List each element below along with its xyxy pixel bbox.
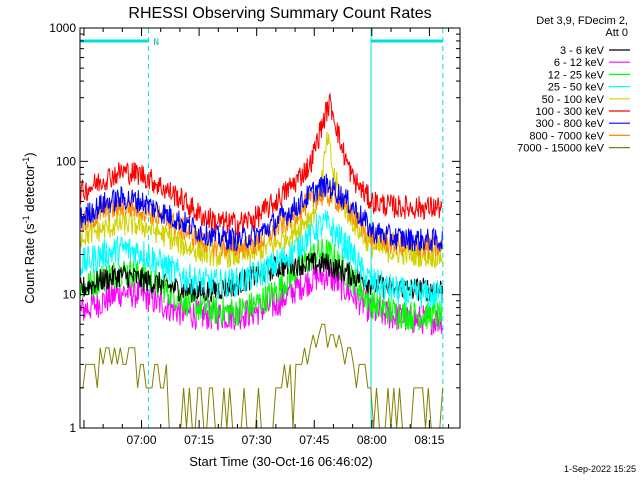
x-tick-label: 08:15: [414, 433, 444, 447]
y-axis-label: Count Rate (s-1 detector-1): [21, 152, 37, 303]
legend-label: 100 - 300 keV: [536, 106, 605, 118]
legend-label: 50 - 100 keV: [542, 94, 605, 106]
series-line-25-50-kev: [79, 210, 443, 310]
legend-label: 7000 - 15000 keV: [517, 143, 605, 155]
legend-header-line-1: Det 3,9, FDecim 2,: [536, 15, 628, 27]
y-axis-label-main: Count Rate (s: [22, 223, 37, 304]
series-line-300-800-kev: [79, 173, 443, 252]
timestamp: 1-Sep-2022 15:25: [564, 464, 636, 474]
plot-border: [79, 27, 461, 429]
series-lines: [79, 92, 444, 429]
legend-label: 25 - 50 keV: [548, 82, 605, 94]
x-tick-label: 07:30: [242, 433, 272, 447]
x-tick-label: 08:00: [357, 433, 387, 447]
x-axis-label: Start Time (30-Oct-16 06:46:02): [189, 454, 373, 469]
legend-label: 800 - 7000 keV: [529, 130, 604, 142]
legend-label: 300 - 800 keV: [536, 118, 605, 130]
x-axis-ticks: 07:00 07:15 07:30 07:45 08:00 08:15: [83, 28, 450, 447]
legend-label: 12 - 25 keV: [548, 69, 605, 81]
legend-label: 6 - 12 keV: [554, 57, 605, 69]
plot-frame: [79, 27, 461, 429]
y-axis-label-sup-1: -1: [21, 215, 31, 223]
x-tick-label: 07:45: [299, 433, 329, 447]
y-axis-label-end: ): [22, 152, 37, 156]
night-marker-label: N: [153, 38, 158, 48]
y-tick-label: 1000: [49, 21, 76, 35]
y-tick-label: 1: [69, 421, 76, 435]
y-axis-ticks: 1 10 100 1000: [49, 21, 460, 435]
series-line-100-300-kev: [79, 92, 443, 237]
legend-header-line-2: Att 0: [605, 27, 628, 39]
y-axis-label-mid: detector: [22, 164, 37, 215]
x-tick-label: 07:15: [184, 433, 214, 447]
legend-label: 3 - 6 keV: [560, 45, 605, 57]
x-tick-label: 07:00: [127, 433, 157, 447]
y-axis-label-sup-2: -1: [21, 157, 31, 165]
chart-title: RHESSI Observing Summary Count Rates: [128, 5, 431, 22]
y-tick-label: 10: [63, 288, 77, 302]
y-tick-label: 100: [56, 154, 76, 168]
series-line-800-7000-kev: [79, 183, 443, 259]
